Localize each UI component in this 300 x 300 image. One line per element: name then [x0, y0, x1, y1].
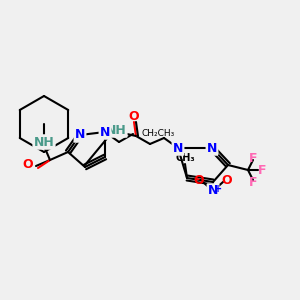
Text: N: N — [208, 184, 218, 197]
Text: F: F — [249, 152, 257, 164]
Text: O: O — [23, 158, 33, 170]
Text: F: F — [258, 164, 266, 176]
Text: O: O — [194, 175, 204, 188]
Text: CH₂CH₃: CH₂CH₃ — [141, 130, 174, 139]
Text: -: - — [194, 172, 200, 185]
Text: O: O — [222, 175, 232, 188]
Text: N: N — [207, 142, 217, 154]
Text: CH₃: CH₃ — [175, 153, 195, 163]
Text: NH: NH — [34, 136, 54, 148]
Text: F: F — [249, 176, 257, 188]
Text: N: N — [75, 128, 85, 142]
Text: +: + — [214, 184, 222, 194]
Text: NH: NH — [106, 124, 126, 136]
Text: O: O — [129, 110, 139, 122]
Text: N: N — [100, 125, 110, 139]
Text: N: N — [173, 142, 183, 154]
